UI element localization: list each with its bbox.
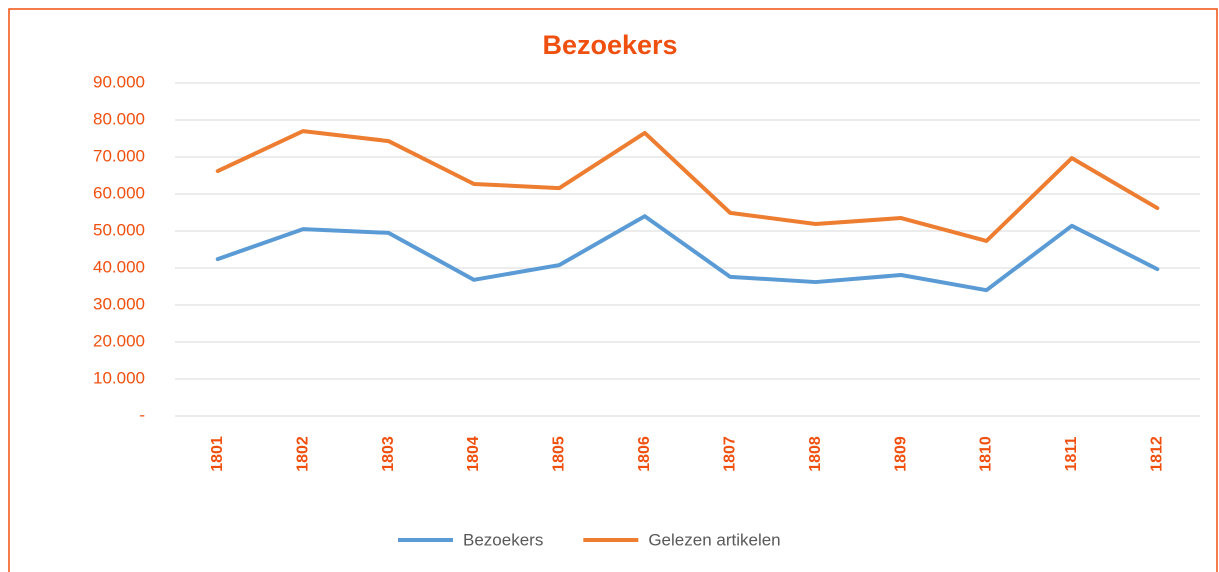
series-line: [215, 129, 1160, 243]
chart-frame: [8, 8, 1218, 572]
x-tick-label: 1811: [1063, 437, 1080, 472]
legend-label: Gelezen artikelen: [648, 530, 780, 549]
y-tick-label: 30.000: [93, 294, 145, 313]
chart-title: Bezoekers: [542, 30, 677, 60]
x-tick-label: 1809: [892, 436, 909, 472]
x-tick-label: 1804: [465, 436, 482, 472]
y-tick-label: 50.000: [93, 220, 145, 239]
y-tick-label: 60.000: [93, 183, 145, 202]
y-tick-label: 90.000: [93, 72, 145, 91]
x-tick-label: 1807: [721, 436, 738, 472]
y-tick-label: -: [139, 405, 145, 424]
legend-label: Bezoekers: [463, 530, 543, 549]
x-tick-label: 1805: [551, 436, 568, 472]
y-tick-label: 70.000: [93, 146, 145, 165]
x-tick-label: 1806: [636, 436, 653, 472]
y-tick-label: 10.000: [93, 368, 145, 387]
x-tick-label: 1803: [380, 436, 397, 472]
x-tick-label: 1801: [209, 436, 226, 472]
x-tick-label: 1810: [978, 436, 995, 472]
series-line: [215, 214, 1160, 293]
x-tick-label: 1812: [1149, 436, 1166, 472]
x-tick-label: 1802: [294, 436, 311, 472]
x-tick-label: 1808: [807, 436, 824, 472]
y-tick-label: 80.000: [93, 109, 145, 128]
y-tick-label: 40.000: [93, 257, 145, 276]
y-tick-label: 20.000: [93, 331, 145, 350]
